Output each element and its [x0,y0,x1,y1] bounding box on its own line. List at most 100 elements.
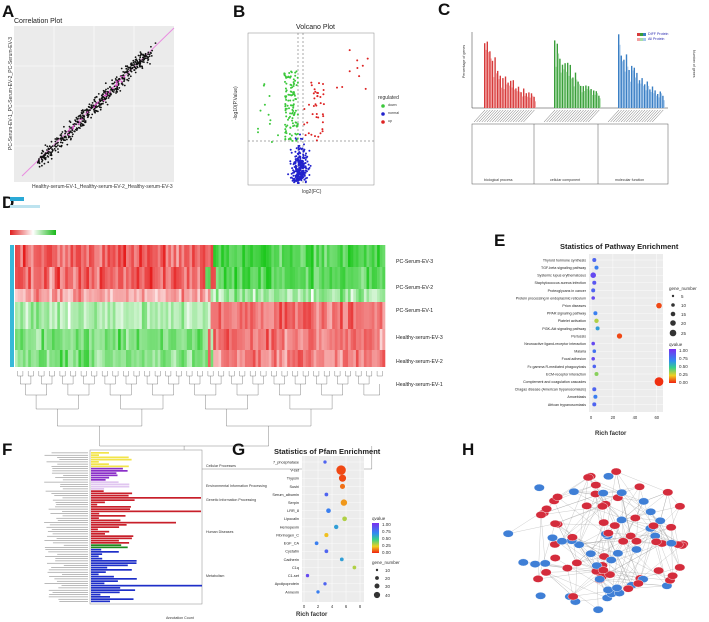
pathway-label: Platelet activation [558,319,586,323]
data-point [292,85,295,87]
heatmap-cell [144,350,148,367]
enrichment-dot [339,483,346,489]
heatmap-cell [210,289,214,302]
data-point [81,109,84,111]
term-label [510,109,522,123]
data-point [46,145,49,148]
data-point [358,75,361,78]
heatmap-cell [62,329,66,350]
bar [91,587,121,589]
heatmap-cell [318,302,322,329]
heatmap-cell [86,289,90,302]
data-point [71,129,74,132]
pathway-label: Pertussis [571,334,586,338]
group-label: Genetic Information Processing [206,498,257,502]
heatmap-cell [252,302,256,329]
data-point [304,169,307,172]
column-dendrogram [17,371,383,470]
term-label [564,109,576,123]
heatmap-cell [305,267,309,289]
data-point [60,145,63,148]
heatmap-cell [244,302,248,329]
bar [508,85,510,108]
data-point [104,94,107,97]
data-point [91,113,94,116]
heatmap-cell [266,329,270,350]
heatmap-cell [36,289,40,302]
protein-node [622,584,634,593]
heatmap-cell [379,245,383,267]
heatmap-cell [112,267,116,289]
heatmap-cell [104,245,108,267]
legend-down-dot [381,104,385,108]
data-point [132,59,135,62]
heatmap-cell [289,245,293,267]
bar [563,69,565,108]
heatmap-cell [279,350,283,367]
heatmap-cell [295,245,299,267]
heatmap-cell [192,329,196,350]
bar [591,95,593,108]
data-point [88,106,91,109]
bar [91,485,130,488]
protein-node [592,605,604,614]
heatmap-cell [152,302,156,329]
data-point [315,116,318,119]
heatmap-cell [25,329,29,350]
bar [516,91,518,108]
heatmap-cell [173,350,177,367]
protein-node [645,508,657,516]
group-bar-top [10,245,14,302]
heatmap-cell [126,245,129,267]
heatmap-cell [107,245,111,267]
data-point [292,171,295,174]
heatmap-cell [371,245,375,267]
bar [651,86,654,108]
heatmap-cell [107,267,111,289]
data-point [298,178,300,181]
heatmap-cell [186,329,190,350]
legend-normal: normal [388,111,399,115]
bar [91,494,129,497]
data-point [147,53,150,56]
heatmap-cell [184,329,188,350]
protein-node [517,558,529,567]
heatmap-cell [200,245,203,267]
bar [555,66,557,108]
heatmap-cell [247,245,251,267]
data-point [75,116,78,119]
data-point [348,49,351,52]
heatmap-cell [170,267,174,289]
heatmap-cell [234,302,238,329]
heatmap-cell [226,329,230,350]
data-point [284,87,287,90]
heatmap-cell [207,267,211,289]
data-point [295,98,297,101]
heatmap-cell [73,329,77,350]
key-group-bar [10,197,24,201]
enrichment-dot [316,590,320,594]
heatmap-cell [297,302,301,329]
data-point [50,146,53,149]
heatmap-cell [363,245,367,267]
heatmap-cell [75,302,79,329]
heatmap-cell [358,329,362,350]
heatmap-cell [340,245,344,267]
heatmap-cell [313,350,317,367]
data-point [56,138,58,141]
bar [91,544,122,546]
heatmap-cell [348,302,351,329]
term-label [636,109,648,123]
term-label [569,109,582,123]
heatmap-cell [30,350,34,367]
heatmap-cell [332,267,336,289]
heatmap-cell [107,329,111,350]
heatmap-cell [353,350,357,367]
data-point [129,75,132,78]
data-point [299,162,302,165]
heatmap-cell [316,329,320,350]
heatmap-cell [379,350,383,367]
data-point [85,109,88,111]
data-point [322,89,325,91]
kegg-class-bar-chart [44,449,203,605]
